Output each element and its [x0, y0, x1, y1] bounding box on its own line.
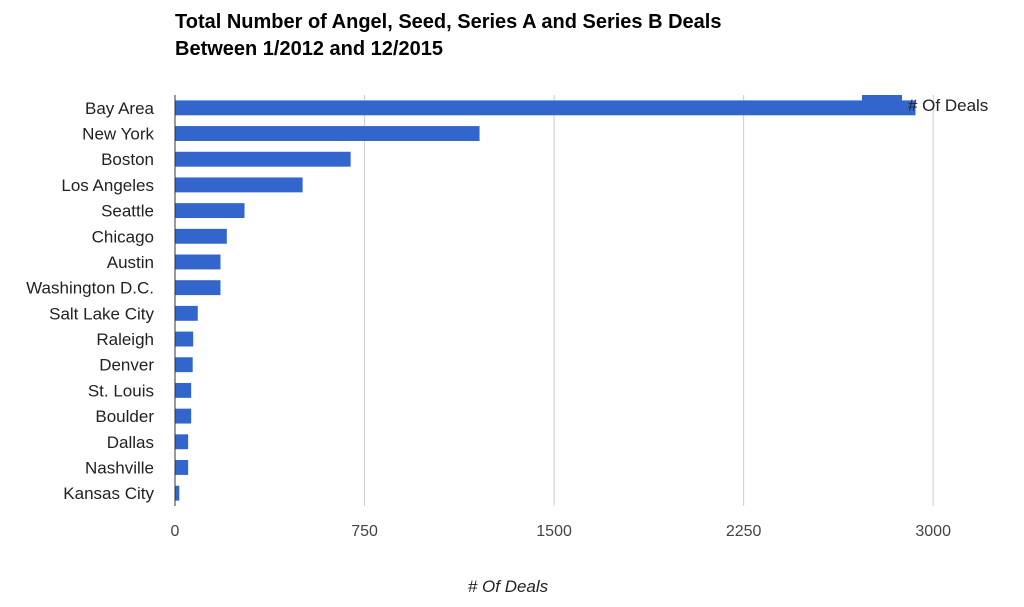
x-tick-label: 1500	[536, 523, 572, 540]
category-label: Denver	[99, 356, 154, 375]
gridlines	[364, 95, 934, 506]
category-label: Boulder	[95, 407, 154, 426]
category-label: New York	[82, 125, 154, 144]
x-axis-title: # Of Deals	[468, 577, 549, 596]
bar	[175, 434, 189, 450]
bar	[175, 357, 193, 373]
x-tick-label: 3000	[915, 523, 951, 540]
bar	[175, 254, 221, 270]
category-label: Kansas City	[63, 484, 154, 503]
x-tick-labels: 0 750 1500 2250 3000	[171, 523, 952, 540]
bar	[175, 331, 194, 347]
x-tick-label: 750	[351, 523, 378, 540]
category-label: Los Angeles	[61, 176, 154, 195]
chart-title-line: Total Number of Angel, Seed, Series A an…	[175, 11, 721, 33]
bar	[175, 280, 221, 296]
bar	[175, 177, 303, 193]
bar	[175, 305, 198, 321]
category-label: St. Louis	[88, 381, 154, 400]
bar	[175, 151, 351, 167]
category-label: Raleigh	[96, 330, 154, 349]
bar	[175, 382, 192, 398]
bar	[175, 460, 189, 475]
category-label: Boston	[101, 150, 154, 169]
x-tick-label: 0	[171, 523, 180, 540]
category-label: Bay Area	[85, 99, 155, 118]
category-label: Washington D.C.	[26, 279, 154, 298]
category-label: Chicago	[92, 227, 154, 246]
bar	[175, 126, 480, 141]
chart-title: Total Number of Angel, Seed, Series A an…	[175, 11, 721, 60]
category-label: Dallas	[107, 433, 154, 452]
bar	[175, 228, 227, 244]
bar	[175, 203, 245, 219]
bar	[175, 408, 192, 424]
x-tick-label: 2250	[726, 523, 762, 540]
category-label: Seattle	[101, 202, 154, 221]
category-label: Salt Lake City	[49, 304, 154, 323]
category-labels: Bay Area New York Boston Los Angeles Seattle…	[26, 99, 154, 503]
category-label: Nashville	[85, 458, 154, 477]
legend-label: # Of Deals	[908, 96, 988, 115]
category-label: Austin	[107, 253, 154, 272]
chart-title-line: Between 1/2012 and 12/2015	[175, 38, 443, 60]
legend-swatch	[862, 95, 902, 113]
legend: # Of Deals	[862, 95, 988, 115]
bar	[175, 485, 180, 501]
bars	[175, 100, 916, 501]
bar	[175, 100, 916, 116]
